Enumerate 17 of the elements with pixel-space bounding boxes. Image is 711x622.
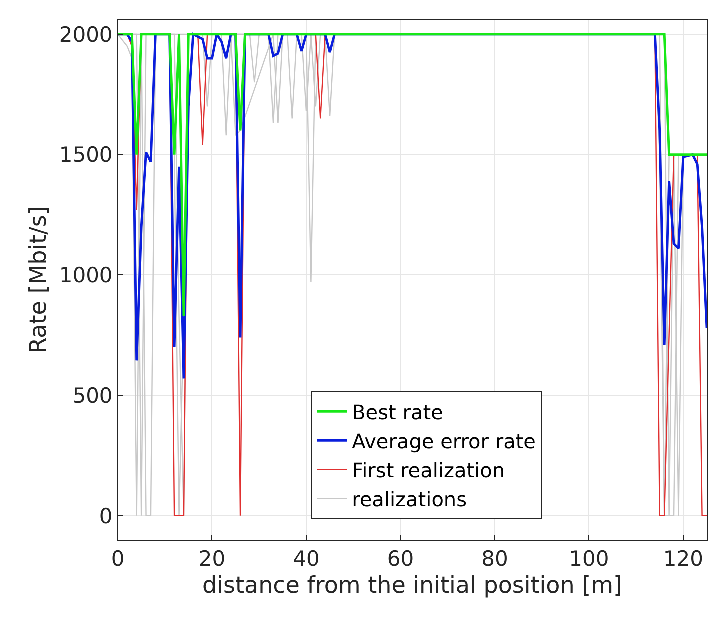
y-tick-label: 1000 [59, 264, 113, 288]
x-axis-title: distance from the initial position [m] [202, 572, 622, 599]
x-tick-label: 40 [293, 547, 320, 572]
x-tick-label: 20 [198, 547, 226, 572]
y-tick-label: 500 [72, 384, 113, 408]
x-tick-label: 120 [663, 547, 704, 572]
y-tick-label: 0 [99, 504, 113, 528]
y-axis-title: Rate [Mbit/s] [26, 206, 52, 354]
legend-label: realizations [352, 488, 468, 512]
legend-label: Best rate [352, 400, 444, 424]
x-tick-label: 60 [387, 547, 414, 572]
x-tick-label: 100 [569, 547, 610, 572]
y-tick-label: 1500 [59, 143, 113, 168]
y-tick-label: 2000 [59, 22, 113, 47]
legend-label: Average error rate [352, 430, 536, 454]
x-tick-label: 80 [482, 547, 508, 572]
legend-label: First realization [352, 458, 506, 482]
